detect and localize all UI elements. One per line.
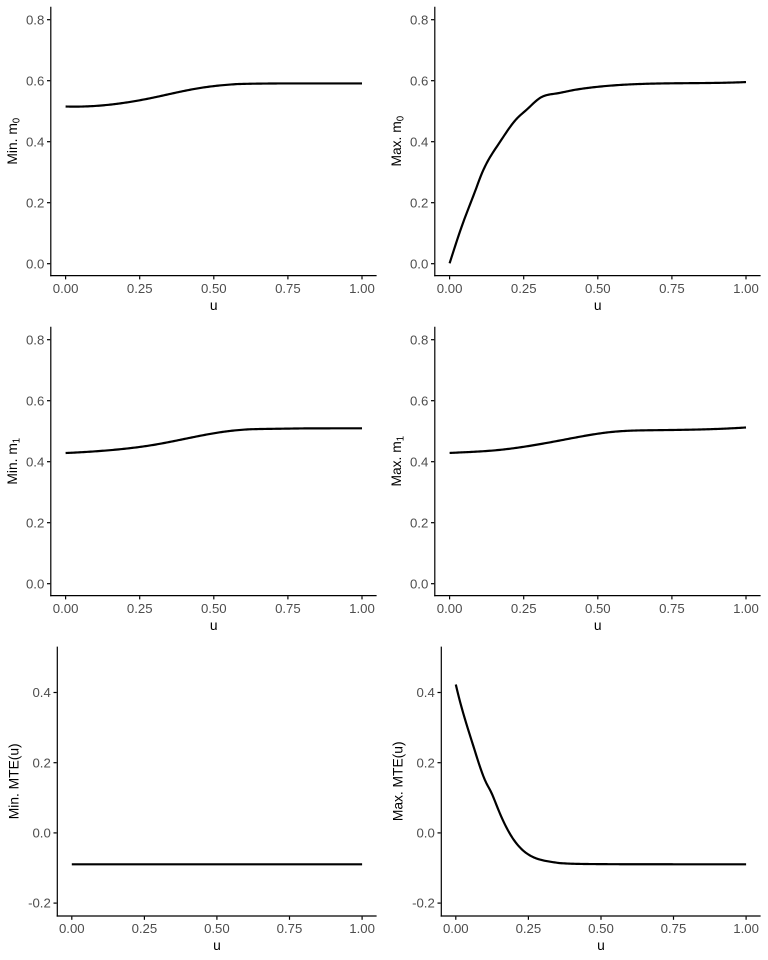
svg-text:1.00: 1.00 — [733, 281, 759, 296]
svg-text:0.4: 0.4 — [26, 134, 44, 149]
svg-text:0.8: 0.8 — [26, 12, 44, 27]
svg-text:0.25: 0.25 — [127, 601, 153, 616]
svg-text:1.00: 1.00 — [349, 921, 375, 936]
svg-text:0.00: 0.00 — [443, 921, 469, 936]
svg-text:0.2: 0.2 — [410, 195, 428, 210]
svg-text:0.75: 0.75 — [659, 281, 685, 296]
svg-text:u: u — [213, 938, 221, 953]
svg-text:0.25: 0.25 — [132, 921, 158, 936]
svg-text:Min. m0: Min. m0 — [5, 117, 23, 164]
svg-text:0.2: 0.2 — [416, 755, 434, 770]
svg-text:0.25: 0.25 — [511, 601, 537, 616]
svg-text:0.0: 0.0 — [26, 256, 44, 271]
svg-text:Max. MTE(u): Max. MTE(u) — [391, 741, 406, 821]
svg-text:u: u — [597, 938, 605, 953]
svg-text:0.75: 0.75 — [275, 281, 301, 296]
svg-text:0.75: 0.75 — [275, 601, 301, 616]
svg-text:1.00: 1.00 — [349, 601, 375, 616]
svg-text:0.0: 0.0 — [416, 825, 434, 840]
svg-text:0.4: 0.4 — [26, 454, 44, 469]
svg-text:0.50: 0.50 — [201, 601, 227, 616]
svg-text:0.00: 0.00 — [437, 281, 463, 296]
svg-text:0.25: 0.25 — [516, 921, 542, 936]
svg-text:0.50: 0.50 — [201, 281, 227, 296]
svg-text:0.00: 0.00 — [59, 921, 85, 936]
svg-text:-0.2: -0.2 — [412, 896, 435, 911]
svg-text:0.4: 0.4 — [32, 685, 50, 700]
svg-text:0.6: 0.6 — [26, 73, 44, 88]
svg-text:0.75: 0.75 — [661, 921, 687, 936]
svg-text:0.2: 0.2 — [26, 195, 44, 210]
svg-text:0.4: 0.4 — [416, 685, 434, 700]
svg-text:0.0: 0.0 — [26, 576, 44, 591]
svg-text:0.4: 0.4 — [410, 454, 428, 469]
svg-text:0.8: 0.8 — [410, 332, 428, 347]
svg-text:0.00: 0.00 — [53, 281, 79, 296]
svg-text:0.50: 0.50 — [204, 921, 230, 936]
svg-text:1.00: 1.00 — [733, 921, 759, 936]
svg-text:0.6: 0.6 — [26, 393, 44, 408]
svg-text:0.75: 0.75 — [277, 921, 303, 936]
svg-text:0.8: 0.8 — [410, 12, 428, 27]
svg-text:0.00: 0.00 — [53, 601, 79, 616]
svg-text:Max. m0: Max. m0 — [389, 115, 407, 166]
svg-text:u: u — [594, 618, 602, 633]
svg-text:1.00: 1.00 — [733, 601, 759, 616]
svg-text:Min. MTE(u): Min. MTE(u) — [7, 743, 22, 819]
svg-text:0.2: 0.2 — [32, 755, 50, 770]
svg-text:0.50: 0.50 — [585, 281, 611, 296]
svg-text:u: u — [210, 298, 218, 313]
svg-text:-0.2: -0.2 — [28, 896, 51, 911]
svg-text:0.0: 0.0 — [32, 825, 50, 840]
svg-text:0.50: 0.50 — [585, 601, 611, 616]
svg-text:0.0: 0.0 — [410, 256, 428, 271]
svg-text:0.25: 0.25 — [511, 281, 537, 296]
svg-text:Min. m1: Min. m1 — [5, 438, 23, 485]
svg-text:0.25: 0.25 — [127, 281, 153, 296]
svg-text:u: u — [594, 298, 602, 313]
svg-text:u: u — [210, 618, 218, 633]
svg-text:0.00: 0.00 — [437, 601, 463, 616]
svg-text:1.00: 1.00 — [349, 281, 375, 296]
svg-text:0.6: 0.6 — [410, 393, 428, 408]
svg-text:0.75: 0.75 — [659, 601, 685, 616]
svg-text:0.2: 0.2 — [26, 515, 44, 530]
svg-text:0.50: 0.50 — [588, 921, 614, 936]
svg-text:0.8: 0.8 — [26, 332, 44, 347]
svg-text:0.6: 0.6 — [410, 73, 428, 88]
svg-text:0.2: 0.2 — [410, 515, 428, 530]
svg-text:0.0: 0.0 — [410, 576, 428, 591]
svg-text:0.4: 0.4 — [410, 134, 428, 149]
svg-text:Max. m1: Max. m1 — [389, 436, 407, 487]
